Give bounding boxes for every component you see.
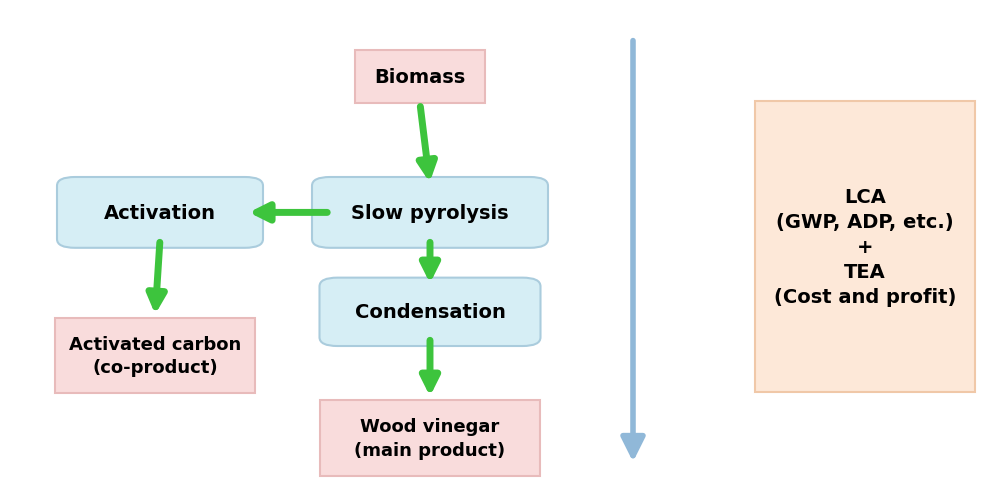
Text: Activated carbon
(co-product): Activated carbon (co-product): [69, 335, 241, 377]
FancyBboxPatch shape: [57, 178, 263, 248]
FancyBboxPatch shape: [320, 401, 540, 475]
FancyBboxPatch shape: [320, 278, 540, 347]
Text: Condensation: Condensation: [355, 302, 505, 322]
Text: Wood vinegar
(main product): Wood vinegar (main product): [354, 417, 506, 459]
FancyBboxPatch shape: [55, 318, 255, 393]
Text: Biomass: Biomass: [374, 68, 466, 87]
Text: Activation: Activation: [104, 203, 216, 223]
Text: Slow pyrolysis: Slow pyrolysis: [351, 203, 509, 223]
Text: LCA
(GWP, ADP, etc.)
+
TEA
(Cost and profit): LCA (GWP, ADP, etc.) + TEA (Cost and pro…: [774, 187, 956, 306]
FancyBboxPatch shape: [355, 51, 485, 104]
FancyBboxPatch shape: [312, 178, 548, 248]
FancyBboxPatch shape: [755, 102, 975, 392]
